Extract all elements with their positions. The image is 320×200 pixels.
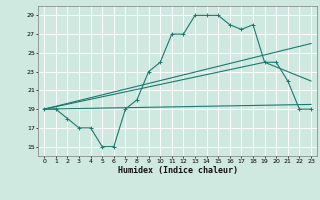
X-axis label: Humidex (Indice chaleur): Humidex (Indice chaleur) [118,166,238,175]
